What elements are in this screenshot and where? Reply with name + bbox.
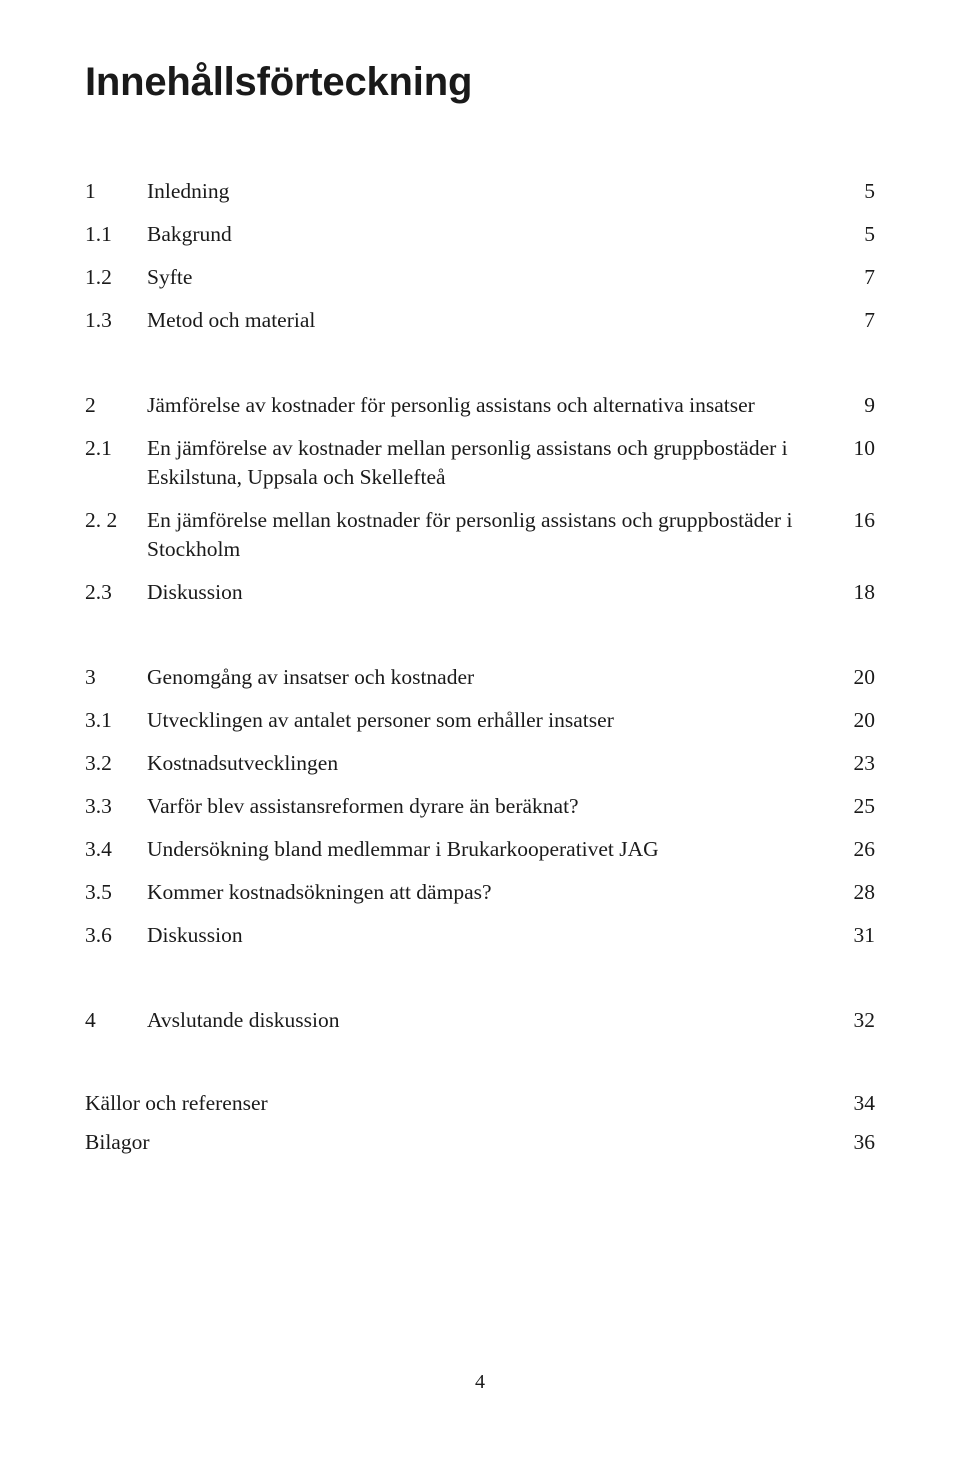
toc-entry-page: 28	[835, 878, 875, 907]
toc-entry-number: 1	[85, 177, 147, 206]
toc-entry: 3.3Varför blev assistansreformen dyrare …	[85, 792, 875, 821]
toc-entry-label: Bakgrund	[147, 220, 835, 249]
toc-entry-page: 5	[835, 220, 875, 249]
toc-entry-label: Bilagor	[85, 1130, 835, 1155]
toc-entry: Bilagor36	[85, 1130, 875, 1155]
toc-entry-number: 2	[85, 391, 147, 420]
toc-entry-page: 10	[835, 434, 875, 463]
table-of-contents: 1Inledning51.1Bakgrund51.2Syfte71.3Metod…	[85, 177, 875, 1155]
toc-entry-number: 3.6	[85, 921, 147, 950]
toc-entry-page: 34	[835, 1091, 875, 1116]
toc-entry-page: 20	[835, 706, 875, 735]
toc-entry-label: Varför blev assistansreformen dyrare än …	[147, 792, 835, 821]
toc-entry-label: Diskussion	[147, 578, 835, 607]
page-number: 4	[85, 1371, 875, 1394]
toc-entry: 1Inledning5	[85, 177, 875, 206]
toc-entry-page: 26	[835, 835, 875, 864]
toc-entry: 1.3Metod och material7	[85, 306, 875, 335]
toc-section: 2Jämförelse av kostnader för personlig a…	[85, 391, 875, 607]
toc-entry-page: 32	[835, 1006, 875, 1035]
page: Innehållsförteckning 1Inledning51.1Bakgr…	[85, 60, 875, 1434]
toc-entry-label: Jämförelse av kostnader för personlig as…	[147, 391, 835, 420]
toc-entry-label: Kostnadsutvecklingen	[147, 749, 835, 778]
toc-section: 1Inledning51.1Bakgrund51.2Syfte71.3Metod…	[85, 177, 875, 335]
toc-entry: 2.1En jämförelse av kostnader mellan per…	[85, 434, 875, 492]
toc-entry-number: 1.1	[85, 220, 147, 249]
toc-entry-number: 3	[85, 663, 147, 692]
toc-entry: 4Avslutande diskussion32	[85, 1006, 875, 1035]
toc-entry-label: Inledning	[147, 177, 835, 206]
toc-entry-page: 7	[835, 306, 875, 335]
toc-entry: 3.2Kostnadsutvecklingen23	[85, 749, 875, 778]
toc-entry-page: 36	[835, 1130, 875, 1155]
toc-entry: 2.3Diskussion18	[85, 578, 875, 607]
toc-entry-number: 3.5	[85, 878, 147, 907]
toc-entry-page: 20	[835, 663, 875, 692]
toc-entry-number: 3.2	[85, 749, 147, 778]
toc-entry-number: 3.3	[85, 792, 147, 821]
toc-section: 3Genomgång av insatser och kostnader203.…	[85, 663, 875, 950]
toc-entry-number: 4	[85, 1006, 147, 1035]
toc-entry-page: 5	[835, 177, 875, 206]
toc-entry-label: Avslutande diskussion	[147, 1006, 835, 1035]
toc-entry-label: Källor och referenser	[85, 1091, 835, 1116]
toc-entry-label: En jämförelse av kostnader mellan person…	[147, 434, 835, 492]
toc-section: 4Avslutande diskussion32	[85, 1006, 875, 1035]
toc-entry-label: Undersökning bland medlemmar i Brukarkoo…	[147, 835, 835, 864]
toc-entry-page: 7	[835, 263, 875, 292]
toc-entry-label: Utvecklingen av antalet personer som erh…	[147, 706, 835, 735]
toc-entry-page: 16	[835, 506, 875, 535]
toc-entry-page: 9	[835, 391, 875, 420]
toc-entry-label: Diskussion	[147, 921, 835, 950]
toc-entry: 3.4Undersökning bland medlemmar i Brukar…	[85, 835, 875, 864]
toc-entry-number: 1.2	[85, 263, 147, 292]
toc-entry: 3.5Kommer kostnadsökningen att dämpas?28	[85, 878, 875, 907]
toc-entry: 1.2Syfte7	[85, 263, 875, 292]
toc-entry-number: 2.3	[85, 578, 147, 607]
toc-entry-page: 25	[835, 792, 875, 821]
toc-entry-number: 3.1	[85, 706, 147, 735]
toc-entry-number: 3.4	[85, 835, 147, 864]
toc-entry-number: 2. 2	[85, 506, 147, 535]
toc-entry-number: 1.3	[85, 306, 147, 335]
toc-entry: 2. 2En jämförelse mellan kostnader för p…	[85, 506, 875, 564]
toc-entry: 3.6Diskussion31	[85, 921, 875, 950]
toc-entry-number: 2.1	[85, 434, 147, 463]
page-title: Innehållsförteckning	[85, 60, 875, 105]
toc-backmatter: Källor och referenser34Bilagor36	[85, 1091, 875, 1155]
toc-entry-label: Syfte	[147, 263, 835, 292]
toc-entry-label: Kommer kostnadsökningen att dämpas?	[147, 878, 835, 907]
toc-entry-page: 31	[835, 921, 875, 950]
toc-entry-label: En jämförelse mellan kostnader för perso…	[147, 506, 835, 564]
toc-entry-label: Genomgång av insatser och kostnader	[147, 663, 835, 692]
toc-entry: 1.1Bakgrund5	[85, 220, 875, 249]
toc-entry: 3.1Utvecklingen av antalet personer som …	[85, 706, 875, 735]
toc-entry-page: 23	[835, 749, 875, 778]
toc-entry-page: 18	[835, 578, 875, 607]
toc-entry-label: Metod och material	[147, 306, 835, 335]
toc-entry: Källor och referenser34	[85, 1091, 875, 1116]
toc-entry: 3Genomgång av insatser och kostnader20	[85, 663, 875, 692]
toc-entry: 2Jämförelse av kostnader för personlig a…	[85, 391, 875, 420]
